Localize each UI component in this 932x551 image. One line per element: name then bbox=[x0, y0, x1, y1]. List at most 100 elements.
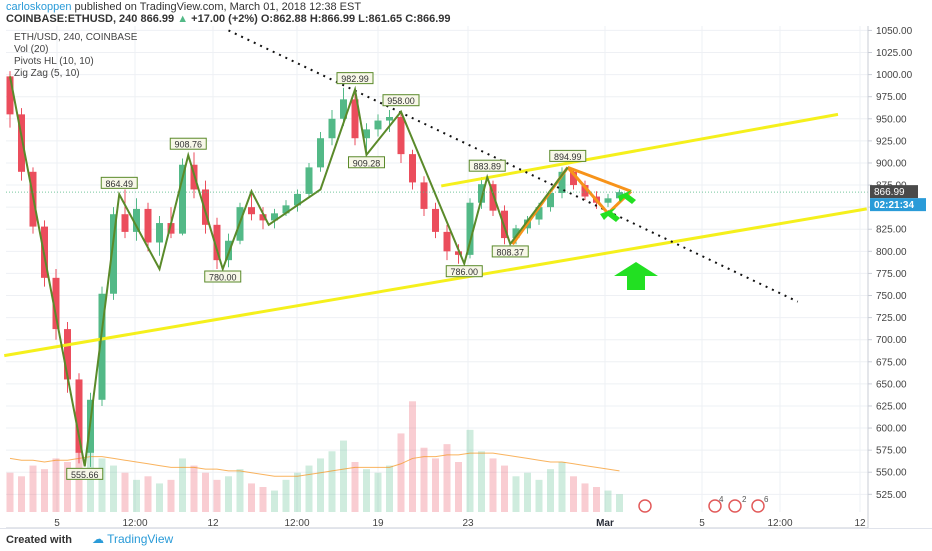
tradingview-logo[interactable]: ☁ TradingView bbox=[92, 532, 173, 546]
x-tick-label: 12:00 bbox=[122, 518, 147, 528]
pivot-label: 864.49 bbox=[105, 179, 133, 189]
candle-body bbox=[317, 138, 324, 168]
created-with-label: Created with bbox=[6, 534, 73, 546]
volume-bar bbox=[282, 479, 290, 512]
small-arrow-icon bbox=[600, 208, 620, 222]
candle-body bbox=[6, 76, 14, 115]
pivot-label: 883.89 bbox=[473, 162, 501, 172]
y-tick-label: 625.00 bbox=[876, 401, 907, 412]
candle-body bbox=[156, 223, 163, 243]
volume-bar bbox=[202, 472, 209, 512]
candle-body bbox=[282, 205, 290, 214]
volume-bar bbox=[397, 433, 405, 512]
event-flag-icon bbox=[751, 499, 765, 513]
candle-body bbox=[133, 208, 140, 232]
candle-body bbox=[98, 293, 106, 400]
symbol-label: COINBASE:ETHUSD, 240 bbox=[6, 13, 138, 25]
volume-bar bbox=[52, 458, 60, 512]
y-tick-label: 700.00 bbox=[876, 335, 907, 346]
close-value: C:866.99 bbox=[405, 13, 451, 25]
volume-bar bbox=[317, 458, 324, 512]
publish-info: carloskoppen published on TradingView.co… bbox=[6, 1, 361, 13]
volume-bar bbox=[374, 472, 382, 512]
volume-bar bbox=[570, 476, 577, 512]
volume-bar bbox=[524, 472, 531, 512]
legend-pivots: Pivots HL (10, 10) bbox=[14, 56, 94, 67]
volume-bar bbox=[236, 469, 244, 512]
volume-bar bbox=[478, 451, 485, 512]
up-triangle-icon: ▲ bbox=[177, 13, 189, 25]
candle-body bbox=[443, 231, 451, 252]
pivot-label-box bbox=[100, 176, 138, 189]
pivot-label-box bbox=[382, 94, 420, 107]
volume-bar bbox=[213, 479, 221, 512]
volume-bar bbox=[305, 465, 313, 512]
y-tick-label: 550.00 bbox=[876, 468, 907, 479]
pivot-label: 909.28 bbox=[353, 158, 381, 168]
zigzag-line bbox=[9, 76, 569, 467]
pivot-label: 908.76 bbox=[174, 140, 202, 150]
volume-bar bbox=[558, 462, 566, 512]
candle-body bbox=[294, 193, 301, 206]
trendline-yellow-upper bbox=[440, 112, 839, 188]
candle-body bbox=[248, 207, 255, 215]
x-tick-label: 12:00 bbox=[767, 518, 792, 528]
pivot-label-box bbox=[66, 467, 104, 480]
y-tick-label: 950.00 bbox=[876, 114, 907, 125]
symbol-info: COINBASE:ETHUSD, 240 866.99 ▲ +17.00 (+2… bbox=[6, 13, 451, 25]
volume-bar bbox=[328, 451, 336, 512]
y-tick-label: 525.00 bbox=[876, 490, 907, 501]
cloud-icon: ☁ bbox=[92, 532, 104, 546]
y-tick-label: 1025.00 bbox=[876, 48, 913, 59]
pivot-label-box bbox=[491, 245, 529, 258]
candle-body bbox=[328, 118, 336, 139]
volume-bar bbox=[616, 494, 623, 512]
author-link[interactable]: carloskoppen bbox=[6, 1, 72, 13]
candle-body bbox=[478, 184, 485, 203]
volume-bar bbox=[6, 472, 14, 512]
volume-bar bbox=[581, 483, 589, 512]
volume-bars bbox=[6, 401, 623, 512]
pivot-labels: 555.66 864.49 908.76 780.00 982.99 909.28 958.… bbox=[66, 72, 587, 480]
volume-bar bbox=[121, 472, 129, 512]
x-axis-labels: 5 12:00 12 12:00 19 23 Mar 5 12:00 12 bbox=[54, 518, 866, 528]
y-tick-label: 775.00 bbox=[876, 269, 907, 280]
volume-bar bbox=[190, 465, 198, 512]
candle-body bbox=[547, 193, 554, 208]
volume-bar bbox=[294, 472, 301, 512]
volume-ma-line bbox=[9, 452, 620, 477]
volume-bar bbox=[512, 476, 520, 512]
y-tick-label: 1050.00 bbox=[876, 26, 913, 37]
pivot-label-box bbox=[445, 265, 483, 278]
x-tick-label: 12 bbox=[207, 518, 219, 528]
candle-body bbox=[52, 277, 60, 330]
legend-volume: Vol (20) bbox=[14, 44, 49, 55]
y-tick-label: 800.00 bbox=[876, 247, 907, 258]
candle-body bbox=[259, 214, 267, 221]
countdown-label: 02:21:34 bbox=[874, 200, 914, 211]
volume-bar bbox=[593, 487, 600, 512]
pivot-label-box bbox=[336, 72, 374, 85]
y-axis-labels: 1050.00 1025.00 1000.00 975.00 950.00 925.00 9… bbox=[868, 26, 913, 501]
volume-bar bbox=[18, 476, 25, 512]
candle-body bbox=[616, 192, 623, 199]
candle-body bbox=[455, 251, 462, 255]
volume-bar bbox=[351, 462, 359, 512]
event-count: 2 bbox=[742, 495, 747, 504]
pivot-label-box bbox=[468, 159, 506, 172]
candle-body bbox=[305, 167, 313, 194]
volume-bar bbox=[409, 401, 416, 512]
chart-header: carloskoppen published on TradingView.co… bbox=[0, 0, 932, 26]
big-up-arrow-icon bbox=[614, 262, 658, 290]
candle-body bbox=[213, 224, 221, 261]
high-value: H:866.99 bbox=[309, 13, 356, 25]
volume-bar bbox=[259, 487, 267, 512]
volume-bar bbox=[144, 476, 152, 512]
volume-bar bbox=[133, 479, 140, 512]
y-tick-label: 750.00 bbox=[876, 291, 907, 302]
y-tick-label: 825.00 bbox=[876, 225, 907, 236]
volume-bar bbox=[386, 465, 393, 512]
price-chart[interactable]: 555.66 864.49 908.76 780.00 982.99 909.28 958.… bbox=[0, 0, 932, 528]
legend-title: ETH/USD, 240, COINBASE bbox=[14, 32, 138, 43]
countdown-tag bbox=[870, 198, 926, 212]
